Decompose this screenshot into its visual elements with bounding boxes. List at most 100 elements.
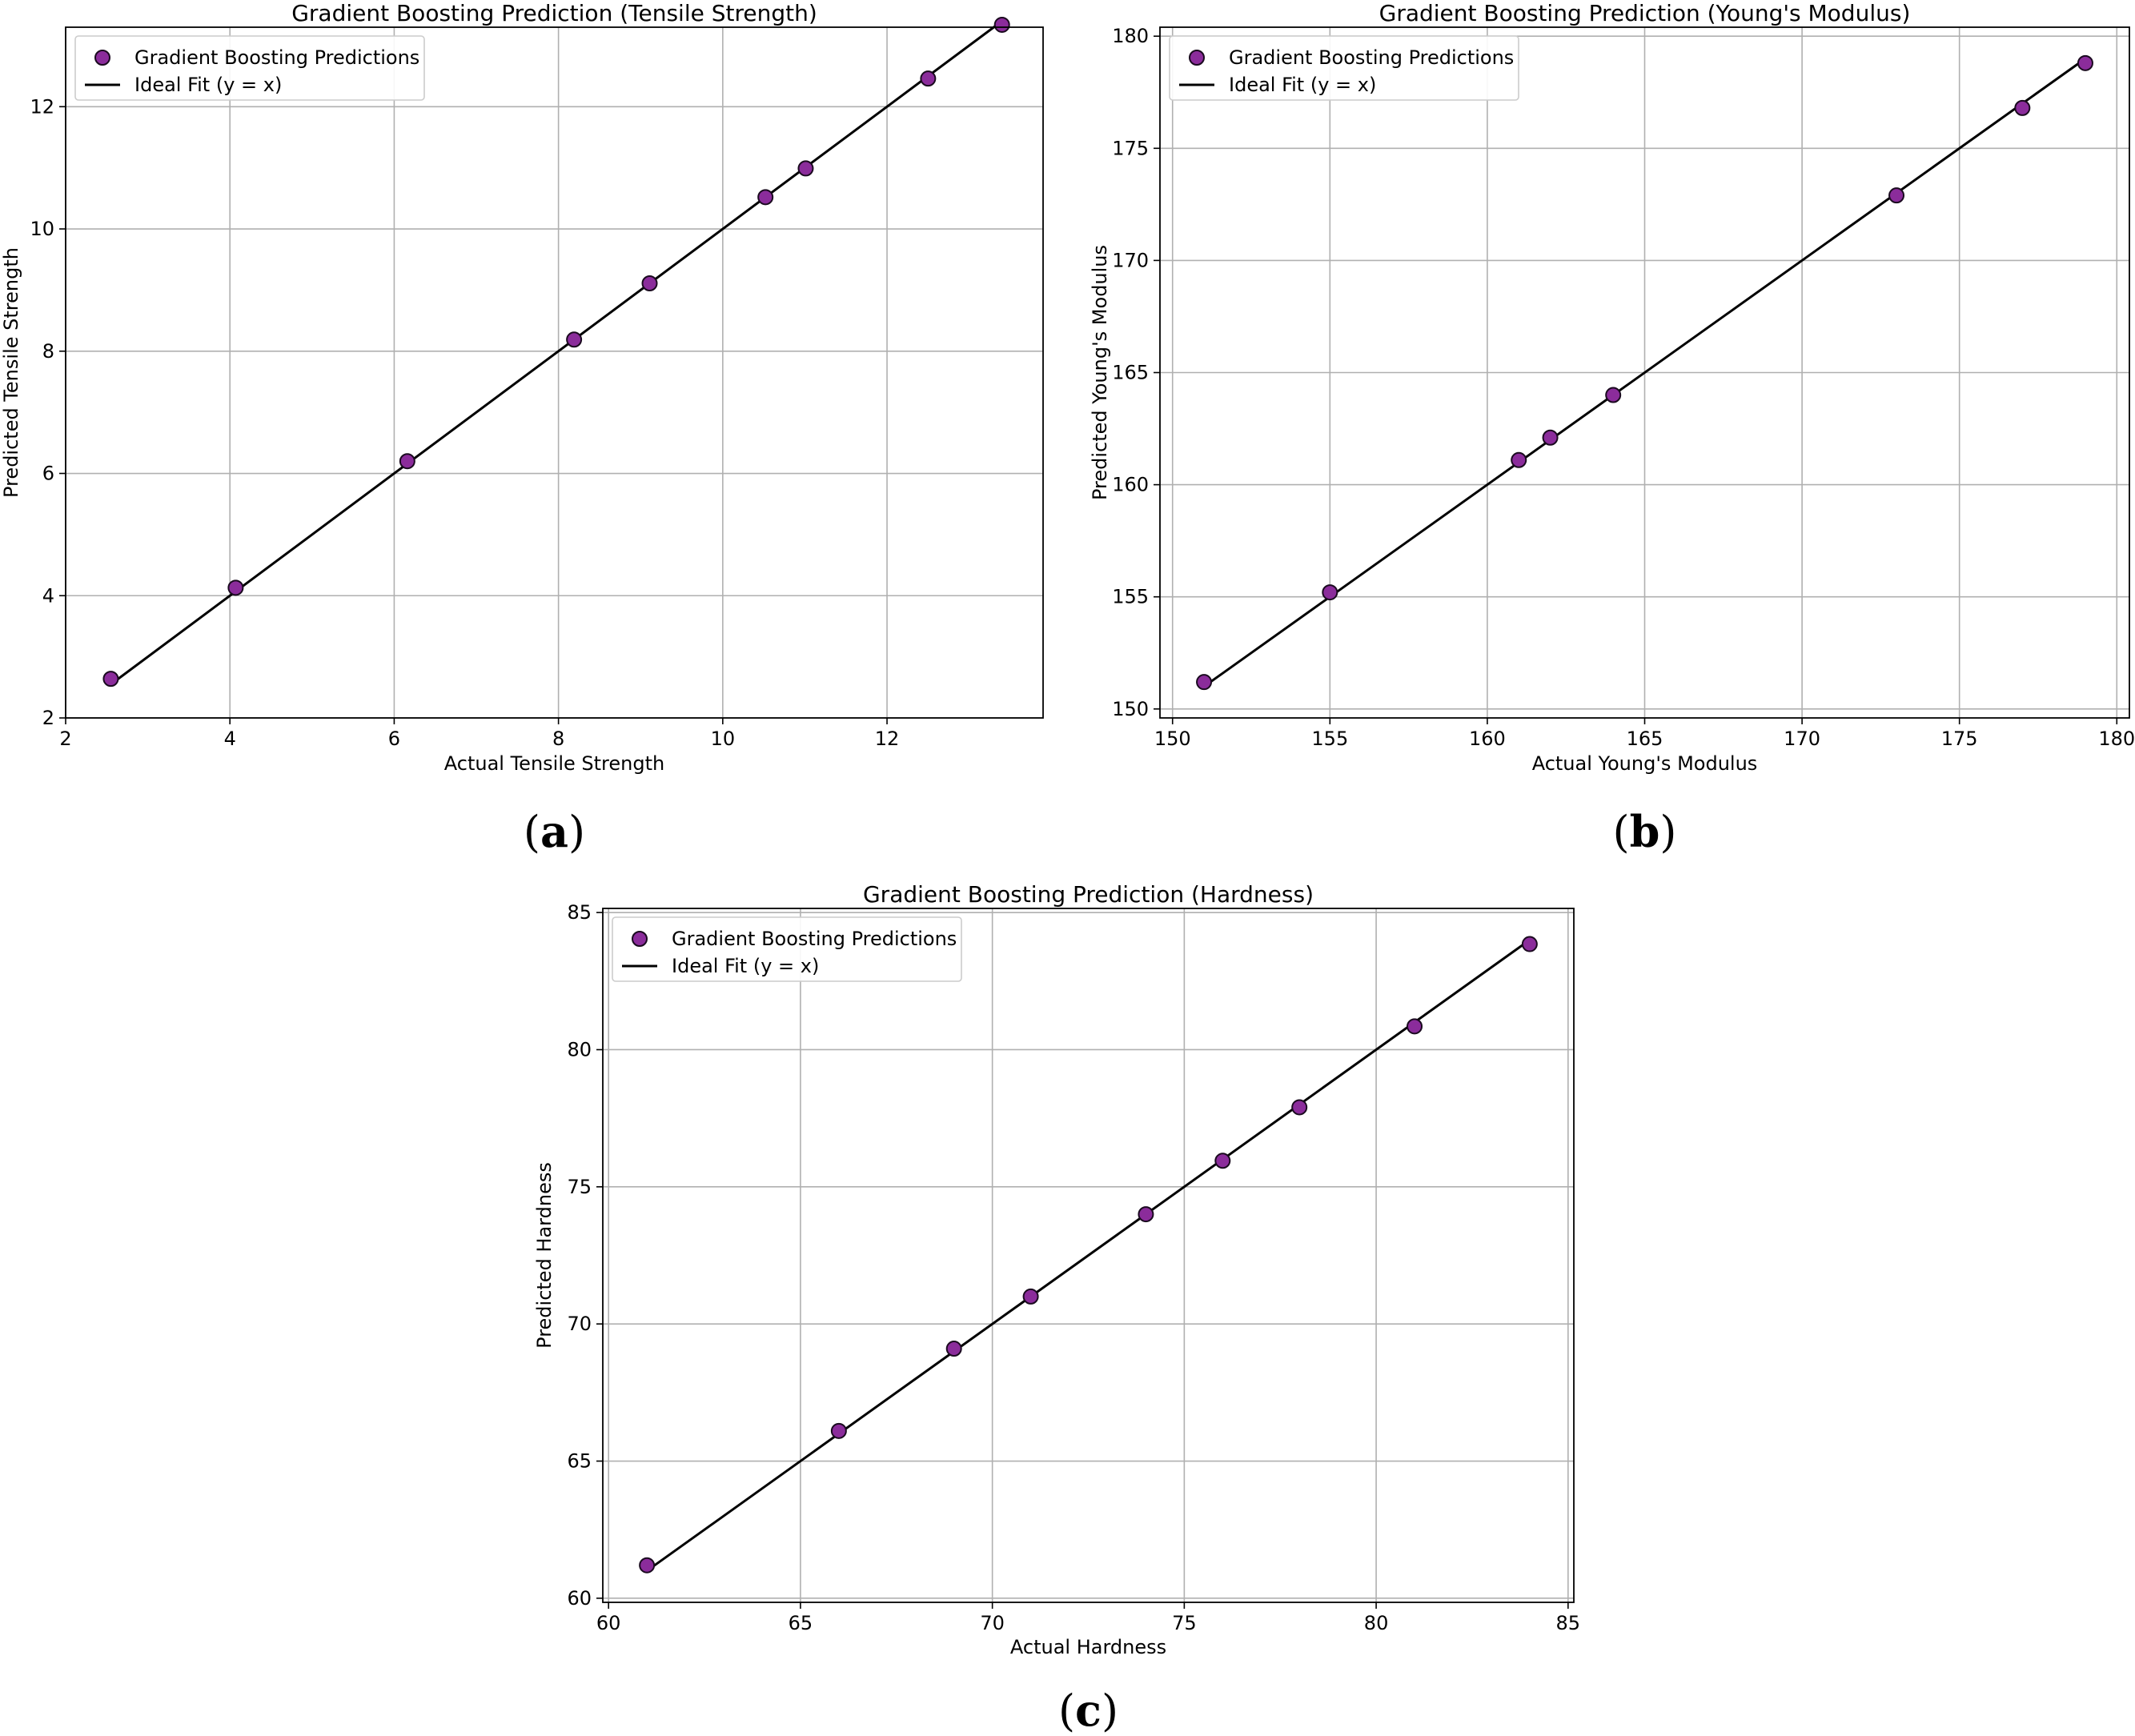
panel-letter: (a) xyxy=(524,806,585,857)
y-tick-label: 170 xyxy=(1112,249,1149,271)
y-tick-label: 150 xyxy=(1112,698,1149,720)
scatter-point xyxy=(757,189,774,206)
x-axis-label: Actual Young's Modulus xyxy=(1532,752,1758,775)
scatter-point xyxy=(1214,1153,1231,1169)
legend-label-ideal-fit: Ideal Fit (y = x) xyxy=(134,74,282,96)
legend-box xyxy=(612,916,962,982)
x-axis-label: Actual Tensile Strength xyxy=(444,752,664,775)
scatter-point xyxy=(227,579,244,596)
scatter-point xyxy=(641,275,658,291)
y-tick-label: 180 xyxy=(1112,25,1149,47)
x-tick-label: 160 xyxy=(1469,728,1506,750)
ideal-fit-line xyxy=(110,20,1003,686)
scatter-point xyxy=(1888,187,1905,204)
scatter-point xyxy=(1511,451,1527,468)
x-tick-label: 75 xyxy=(1172,1612,1197,1634)
legend-label-predictions: Gradient Boosting Predictions xyxy=(1229,46,1514,69)
axes-frame xyxy=(1159,26,2130,719)
ideal-fit-line xyxy=(1203,58,2086,688)
y-tick-label: 6 xyxy=(42,463,54,485)
y-tick-label: 4 xyxy=(42,584,54,607)
x-axis-label: Actual Hardness xyxy=(1010,1636,1166,1658)
scatter-point xyxy=(830,1422,847,1439)
scatter-point xyxy=(399,453,415,470)
x-tick-label: 10 xyxy=(711,728,736,750)
y-tick-label: 175 xyxy=(1112,137,1149,159)
scatter-point xyxy=(1138,1206,1154,1223)
x-tick-label: 80 xyxy=(1364,1612,1389,1634)
y-tick-label: 60 xyxy=(567,1587,592,1610)
scatter-point xyxy=(920,70,937,87)
y-axis-label: Predicted Tensile Strength xyxy=(0,247,22,498)
scatter-point xyxy=(1196,674,1213,691)
legend-label-ideal-fit: Ideal Fit (y = x) xyxy=(672,955,819,977)
chart-title: Gradient Boosting Prediction (Hardness) xyxy=(863,881,1314,908)
scatter-point xyxy=(797,160,814,177)
legend-box xyxy=(1169,35,1519,101)
x-tick-label: 150 xyxy=(1154,728,1191,750)
legend-box xyxy=(74,35,425,101)
legend-label-predictions: Gradient Boosting Predictions xyxy=(672,928,957,950)
scatter-point xyxy=(1291,1099,1308,1116)
legend: Gradient Boosting Predictions Ideal Fit (… xyxy=(74,35,425,101)
y-tick-label: 65 xyxy=(567,1450,592,1473)
x-tick-label: 155 xyxy=(1311,728,1348,750)
chart-panel-a: 2 4 6 8 10 12 2 4 6 8 10 12 Gradient Boosting Predic… xyxy=(0,0,1044,857)
scatter-point xyxy=(566,331,583,348)
ideal-fit-line xyxy=(646,939,1531,1572)
panel-letter: (c) xyxy=(1058,1685,1118,1736)
x-tick-label: 180 xyxy=(2098,728,2135,750)
chart-panel-b: 150 155 160 165 170 175 180 150 155 160 165 170 175 1… xyxy=(1089,0,2135,857)
y-axis-label: Predicted Hardness xyxy=(533,1162,556,1349)
x-tick-label: 8 xyxy=(552,728,564,750)
y-tick-label: 80 xyxy=(567,1038,592,1060)
x-tick-label: 165 xyxy=(1627,728,1663,750)
chart-title: Gradient Boosting Prediction (Young's Mo… xyxy=(1379,0,1911,26)
axes-frame xyxy=(602,908,1575,1603)
y-tick-label: 75 xyxy=(567,1176,592,1198)
scatter-point xyxy=(2014,99,2031,116)
legend-marker xyxy=(632,931,648,947)
scatter-point xyxy=(1521,936,1538,952)
legend-label-ideal-fit: Ideal Fit (y = x) xyxy=(1229,74,1376,96)
x-tick-label: 6 xyxy=(388,728,400,750)
axes-frame xyxy=(65,26,1044,719)
scatter-point xyxy=(945,1341,962,1357)
x-tick-label: 70 xyxy=(980,1612,1005,1634)
scatter-point xyxy=(993,16,1010,33)
x-tick-label: 65 xyxy=(789,1612,813,1634)
scatter-point xyxy=(102,671,119,688)
plot-area xyxy=(66,27,1043,718)
y-tick-label: 10 xyxy=(30,218,54,240)
legend: Gradient Boosting Predictions Ideal Fit (… xyxy=(612,916,962,982)
legend-marker xyxy=(94,50,110,66)
chart-panel-c: 60 65 70 75 80 85 60 65 70 75 80 85 Gradient Boostin… xyxy=(533,881,1580,1736)
y-axis-label: Predicted Young's Modulus xyxy=(1089,245,1111,500)
legend-marker xyxy=(1189,50,1205,66)
scatter-point xyxy=(2077,54,2093,71)
x-tick-label: 4 xyxy=(224,728,236,750)
y-tick-label: 85 xyxy=(567,901,592,924)
y-tick-label: 160 xyxy=(1112,474,1149,496)
legend-label-predictions: Gradient Boosting Predictions xyxy=(134,46,419,69)
y-tick-label: 155 xyxy=(1112,586,1149,608)
x-tick-label: 170 xyxy=(1784,728,1820,750)
scatter-point xyxy=(1322,584,1338,601)
y-tick-label: 8 xyxy=(42,340,54,363)
y-tick-label: 70 xyxy=(567,1313,592,1335)
scatter-point xyxy=(639,1557,656,1574)
scatter-point xyxy=(1542,429,1559,446)
panel-letter-value: b xyxy=(1630,806,1660,857)
x-tick-label: 60 xyxy=(596,1612,621,1634)
x-tick-label: 12 xyxy=(875,728,900,750)
x-tick-label: 85 xyxy=(1556,1612,1581,1634)
y-tick-label: 12 xyxy=(30,95,54,118)
x-tick-label: 175 xyxy=(1941,728,1978,750)
panel-letter-value: a xyxy=(540,806,568,857)
y-tick-label: 2 xyxy=(42,707,54,729)
scatter-point xyxy=(1022,1288,1039,1305)
panel-letter-value: c xyxy=(1075,1685,1102,1736)
x-tick-label: 2 xyxy=(59,728,71,750)
chart-title: Gradient Boosting Prediction (Tensile St… xyxy=(291,0,817,26)
legend: Gradient Boosting Predictions Ideal Fit (… xyxy=(1169,35,1519,101)
